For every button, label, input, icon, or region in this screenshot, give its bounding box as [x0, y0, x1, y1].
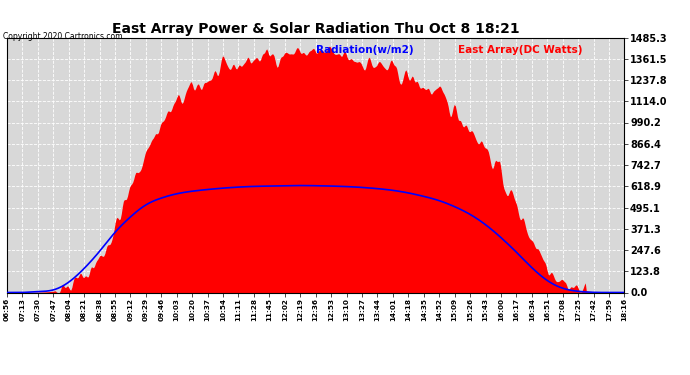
- Text: East Array(DC Watts): East Array(DC Watts): [457, 45, 582, 55]
- Text: Radiation(w/m2): Radiation(w/m2): [316, 45, 413, 55]
- Title: East Array Power & Solar Radiation Thu Oct 8 18:21: East Array Power & Solar Radiation Thu O…: [112, 22, 520, 36]
- Text: Copyright 2020 Cartronics.com: Copyright 2020 Cartronics.com: [3, 32, 123, 41]
